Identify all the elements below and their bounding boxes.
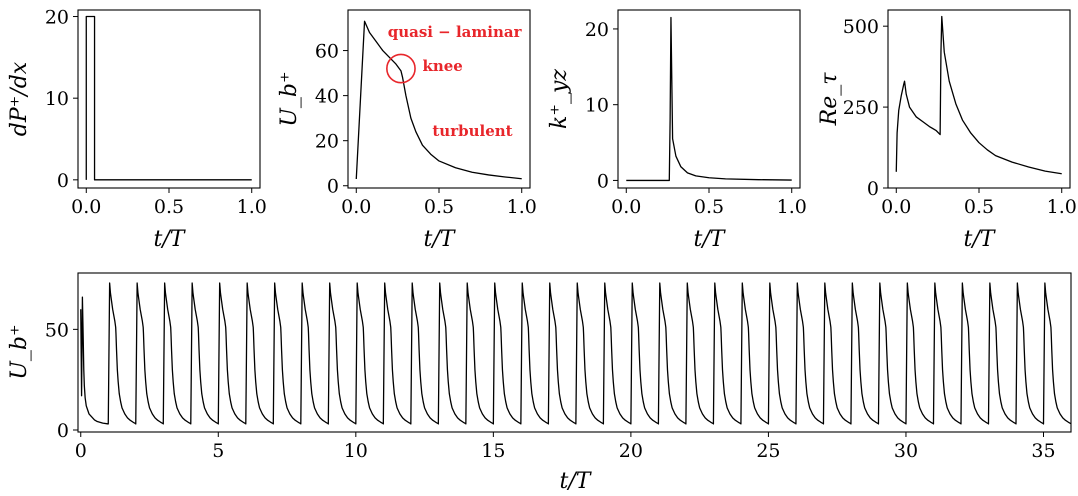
y-axis-label: U_b⁺ xyxy=(277,71,302,126)
x-axis-label: t/T xyxy=(424,227,457,252)
y-ticks: 0 50 xyxy=(45,319,78,442)
x-ticks: 0.0 0.5 1.0 xyxy=(881,188,1077,218)
y-tick-label: 20 xyxy=(315,131,339,153)
x-tick-label: 25 xyxy=(756,440,780,462)
x-ticks: 0.0 0.5 1.0 xyxy=(71,188,267,218)
x-tick-label: 35 xyxy=(1031,440,1055,462)
y-ticks: 0 10 20 xyxy=(45,7,78,192)
y-axis-label: Re_τ xyxy=(817,72,842,127)
plot-frame xyxy=(77,9,261,189)
x-ticks: 0 5 10 15 20 25 30 35 xyxy=(75,432,1056,462)
x-tick-label: 15 xyxy=(481,440,505,462)
annotation-label: turbulent xyxy=(432,122,512,140)
series-line xyxy=(85,15,252,181)
panel-re-tau: 0.0 0.5 1.0 0 250 500 Re_τ t/T xyxy=(817,9,1077,252)
y-tick-label: 0 xyxy=(597,170,609,192)
x-tick-label: 20 xyxy=(619,440,643,462)
x-tick-label: 0 xyxy=(75,440,87,462)
knee-circle xyxy=(386,53,416,84)
y-ticks: 0 250 500 xyxy=(843,16,888,200)
series-line xyxy=(626,16,792,182)
series-line xyxy=(355,20,522,180)
y-tick-label: 50 xyxy=(45,319,69,341)
x-tick-label: 0.0 xyxy=(881,196,911,218)
y-ticks: 0 20 40 60 xyxy=(315,41,348,198)
y-tick-label: 0 xyxy=(57,170,69,192)
x-tick-label: 10 xyxy=(344,440,368,462)
x-tick-label: 0.0 xyxy=(71,196,101,218)
y-axis-label: dP⁺/dx xyxy=(7,61,32,136)
panel-bulk-velocity: 0.0 0.5 1.0 0 20 40 60 U_b⁺ t/T quasi − lamin… xyxy=(277,9,537,252)
y-tick-label: 0 xyxy=(327,176,339,198)
x-axis-label: t/T xyxy=(964,227,997,252)
plot-frame xyxy=(77,272,1072,433)
y-tick-label: 0 xyxy=(57,420,69,442)
x-tick-label: 5 xyxy=(212,440,224,462)
y-tick-label: 500 xyxy=(843,16,879,38)
x-axis-label: t/T xyxy=(560,469,593,494)
annotation-label: knee xyxy=(422,57,462,75)
x-tick-label: 0.0 xyxy=(341,196,371,218)
series-line xyxy=(895,15,1062,175)
plot-frame xyxy=(887,9,1071,189)
x-ticks: 0.0 0.5 1.0 xyxy=(611,188,807,218)
y-ticks: 0 10 20 xyxy=(585,19,618,192)
x-tick-label: 0.5 xyxy=(964,196,994,218)
x-axis-label: t/T xyxy=(694,227,727,252)
y-tick-label: 10 xyxy=(45,88,69,110)
x-ticks: 0.0 0.5 1.0 xyxy=(341,188,537,218)
annotations: quasi − laminar knee turbulent xyxy=(386,23,523,140)
y-tick-label: 20 xyxy=(585,19,609,41)
panel-tke: 0.0 0.5 1.0 0 10 20 k⁺_yz t/T xyxy=(547,9,807,252)
y-tick-label: 60 xyxy=(315,41,339,63)
x-tick-label: 1.0 xyxy=(507,196,537,218)
x-tick-label: 0.5 xyxy=(694,196,724,218)
x-tick-label: 0.5 xyxy=(154,196,184,218)
y-tick-label: 0 xyxy=(867,178,879,200)
x-tick-label: 0.0 xyxy=(611,196,641,218)
x-tick-label: 1.0 xyxy=(1047,196,1077,218)
x-tick-label: 1.0 xyxy=(777,196,807,218)
panel-pressure-gradient: 0.0 0.5 1.0 0 10 20 dP⁺/dx t/T xyxy=(7,7,267,252)
annotation-label: quasi − laminar xyxy=(388,23,523,41)
y-axis-label: U_b⁺ xyxy=(7,324,32,379)
x-tick-label: 1.0 xyxy=(237,196,267,218)
x-axis-label: t/T xyxy=(154,227,187,252)
panel-bulk-velocity-long: 0 5 10 15 20 25 30 35 0 50 U_b⁺ t/T xyxy=(7,272,1072,494)
y-tick-label: 40 xyxy=(315,86,339,108)
series-line xyxy=(80,282,1072,425)
y-tick-label: 20 xyxy=(45,7,69,29)
x-tick-label: 30 xyxy=(894,440,918,462)
x-tick-label: 0.5 xyxy=(424,196,454,218)
plot-frame xyxy=(617,9,801,189)
y-tick-label: 10 xyxy=(585,95,609,117)
y-axis-label: k⁺_yz xyxy=(547,69,572,129)
y-tick-label: 250 xyxy=(843,97,879,119)
